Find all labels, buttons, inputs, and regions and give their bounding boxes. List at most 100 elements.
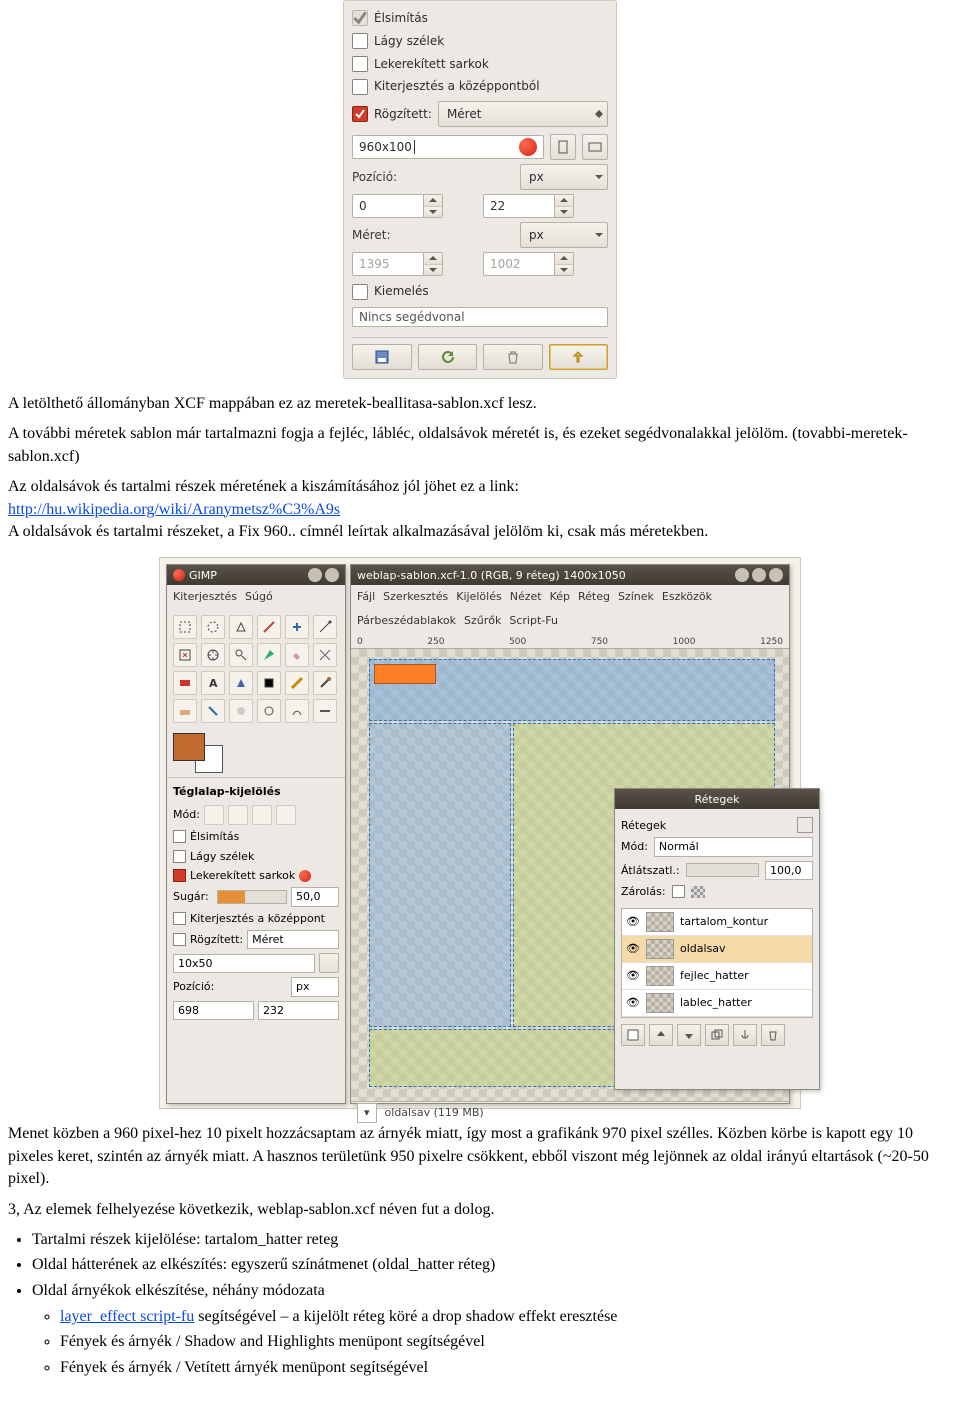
checkbox[interactable] xyxy=(352,284,368,300)
lock-alpha-icon[interactable] xyxy=(691,886,705,898)
unit-dropdown[interactable]: px xyxy=(520,222,608,248)
dock-revert-button[interactable] xyxy=(418,344,478,370)
mode-icon[interactable] xyxy=(252,805,272,825)
unit-dropdown[interactable]: px xyxy=(520,164,608,190)
orientation-portrait-button[interactable] xyxy=(550,134,576,160)
layer-item[interactable]: 👁oldalsav xyxy=(622,936,812,963)
layer-item[interactable]: 👁lablec_hatter xyxy=(622,990,812,1017)
radius-value[interactable]: 50,0 xyxy=(291,887,339,906)
option-antialias[interactable]: Élsimítás xyxy=(352,7,608,30)
toolbox-menu[interactable]: KiterjesztésSúgó xyxy=(167,585,345,608)
tool-icon[interactable] xyxy=(201,699,225,723)
spinner[interactable] xyxy=(554,194,574,218)
layers-title[interactable]: Rétegek xyxy=(615,789,819,809)
tool-icon[interactable] xyxy=(313,671,337,695)
close-button[interactable] xyxy=(769,568,783,582)
checkbox[interactable] xyxy=(352,56,368,72)
min-button[interactable] xyxy=(735,568,749,582)
tool-icon[interactable] xyxy=(173,615,197,639)
checkbox[interactable] xyxy=(173,912,186,925)
anchor-layer-button[interactable] xyxy=(733,1024,757,1046)
tool-icon[interactable] xyxy=(313,699,337,723)
mode-icon[interactable] xyxy=(276,805,296,825)
tool-icon[interactable] xyxy=(173,671,197,695)
tool-icon[interactable] xyxy=(313,615,337,639)
blend-mode[interactable]: Normál xyxy=(654,837,813,856)
opacity-slider[interactable] xyxy=(686,863,759,877)
tool-icon[interactable]: A xyxy=(201,671,225,695)
titlebar[interactable]: GIMP xyxy=(167,565,345,585)
wikipedia-link[interactable]: http://hu.wikipedia.org/wiki/Aranymetsz%… xyxy=(8,501,340,518)
eye-icon[interactable]: 👁 xyxy=(626,968,640,983)
pos-y[interactable]: 232 xyxy=(258,1001,339,1020)
tool-icon[interactable] xyxy=(313,643,337,667)
dock-delete-button[interactable] xyxy=(483,344,543,370)
option-fixed[interactable]: Rögzített: Méret xyxy=(352,98,608,130)
option-feather[interactable]: Lágy szélek xyxy=(352,30,608,53)
image-menu[interactable]: FájlSzerkesztésKijelölés NézetKépRéteg S… xyxy=(351,585,789,632)
titlebar[interactable]: weblap-sablon.xcf-1.0 (RGB, 9 réteg) 140… xyxy=(351,565,789,585)
size-w-input[interactable]: 1395 xyxy=(352,252,423,276)
tool-icon[interactable] xyxy=(285,671,309,695)
orientation-landscape-button[interactable] xyxy=(582,134,608,160)
tool-icon[interactable] xyxy=(201,615,225,639)
spinner[interactable] xyxy=(423,194,443,218)
delete-layer-button[interactable] xyxy=(761,1024,785,1046)
tool-icon[interactable] xyxy=(285,615,309,639)
tool-icon[interactable] xyxy=(257,615,281,639)
tool-icon[interactable] xyxy=(257,643,281,667)
dock-save-button[interactable] xyxy=(352,344,412,370)
lower-layer-button[interactable] xyxy=(677,1024,701,1046)
eye-icon[interactable]: 👁 xyxy=(626,995,640,1010)
min-button[interactable] xyxy=(308,568,322,582)
max-button[interactable] xyxy=(752,568,766,582)
tool-icon[interactable] xyxy=(229,643,253,667)
duplicate-layer-button[interactable] xyxy=(705,1024,729,1046)
zoom-box[interactable]: ▾ xyxy=(357,1103,377,1122)
size-h-input[interactable]: 1002 xyxy=(483,252,554,276)
fixed-value[interactable]: Méret xyxy=(247,930,339,949)
mode-icon[interactable] xyxy=(204,805,224,825)
tool-icon[interactable] xyxy=(173,699,197,723)
layer-item[interactable]: 👁fejlec_hatter xyxy=(622,963,812,990)
checkbox-disabled[interactable] xyxy=(352,10,368,26)
tool-icon[interactable] xyxy=(229,671,253,695)
tool-icon[interactable] xyxy=(285,699,309,723)
checkbox-checked[interactable] xyxy=(173,869,186,882)
tool-icon[interactable] xyxy=(257,671,281,695)
checkbox[interactable] xyxy=(173,850,186,863)
tool-icon[interactable] xyxy=(201,643,225,667)
checkbox[interactable] xyxy=(173,933,186,946)
fg-bg-color[interactable] xyxy=(173,733,223,773)
pos-x-input[interactable]: 0 xyxy=(352,194,423,218)
checkbox[interactable] xyxy=(352,33,368,49)
tool-icon[interactable] xyxy=(173,643,197,667)
pos-y-input[interactable]: 22 xyxy=(483,194,554,218)
layer-item[interactable]: 👁tartalom_kontur xyxy=(622,909,812,936)
close-button[interactable] xyxy=(325,568,339,582)
tool-icon[interactable] xyxy=(257,699,281,723)
radius-slider[interactable] xyxy=(217,890,287,904)
raise-layer-button[interactable] xyxy=(649,1024,673,1046)
new-layer-button[interactable] xyxy=(621,1024,645,1046)
option-highlight[interactable]: Kiemelés xyxy=(352,280,608,303)
lock-checkbox[interactable] xyxy=(672,885,685,898)
orient-button[interactable] xyxy=(319,953,339,973)
eye-icon[interactable]: 👁 xyxy=(626,914,640,929)
spinner[interactable] xyxy=(423,252,443,276)
checkbox[interactable] xyxy=(352,79,368,95)
size-input[interactable]: 960x100 xyxy=(352,135,544,159)
size-input[interactable]: 10x50 xyxy=(173,954,315,973)
menu-icon[interactable] xyxy=(797,817,813,833)
checkbox[interactable] xyxy=(173,830,186,843)
opacity-value[interactable]: 100,0 xyxy=(765,861,813,880)
tool-icon[interactable] xyxy=(229,615,253,639)
tool-icon[interactable] xyxy=(229,699,253,723)
eye-icon[interactable]: 👁 xyxy=(626,941,640,956)
checkbox-checked[interactable] xyxy=(352,106,368,122)
option-rounded[interactable]: Lekerekített sarkok xyxy=(352,53,608,76)
dock-reset-button[interactable] xyxy=(549,344,609,370)
mode-icon[interactable] xyxy=(228,805,248,825)
pos-x[interactable]: 698 xyxy=(173,1001,254,1020)
fixed-dropdown[interactable]: Méret xyxy=(438,101,608,127)
